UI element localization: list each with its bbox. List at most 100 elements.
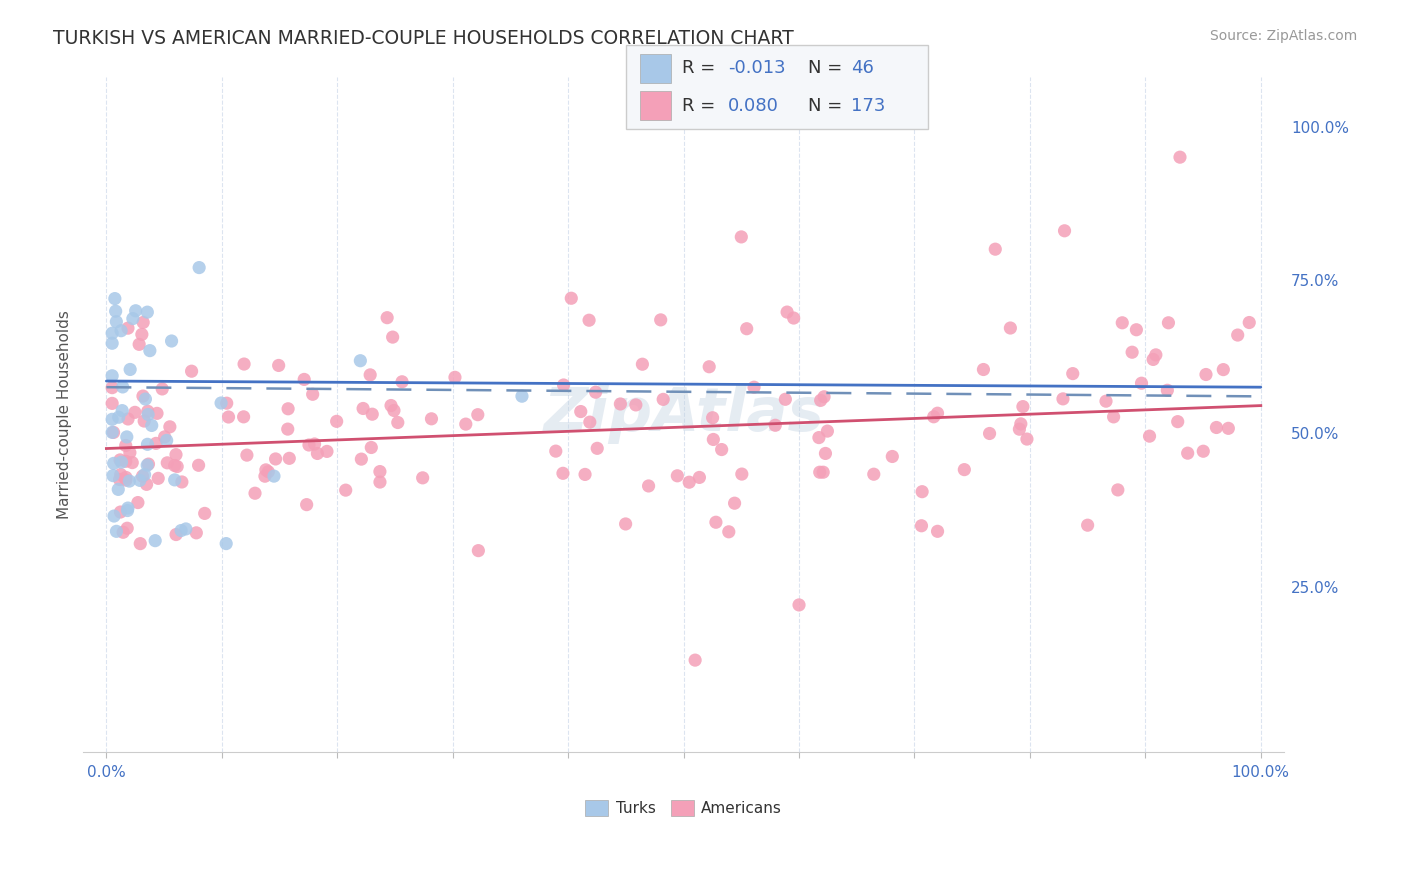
Text: R =: R = xyxy=(682,60,721,78)
Point xyxy=(257,465,280,479)
Text: N =: N = xyxy=(808,60,848,78)
Point xyxy=(298,438,321,452)
Point xyxy=(136,437,159,451)
Point xyxy=(391,375,413,389)
Point xyxy=(375,310,398,325)
Point xyxy=(420,412,443,426)
Point xyxy=(387,416,409,430)
Point xyxy=(159,419,181,434)
Legend: Turks, Americans: Turks, Americans xyxy=(579,794,789,822)
Point xyxy=(735,322,758,336)
Point xyxy=(678,475,700,490)
Point xyxy=(101,468,124,483)
Point xyxy=(232,409,254,424)
Point xyxy=(101,396,124,410)
Point xyxy=(114,438,136,452)
Point xyxy=(631,357,654,371)
Point xyxy=(782,311,804,326)
Point xyxy=(578,415,600,429)
Point xyxy=(683,653,706,667)
Point xyxy=(927,524,949,539)
Point xyxy=(110,455,132,469)
Point xyxy=(115,473,138,487)
Text: ZipAtlas: ZipAtlas xyxy=(543,385,824,444)
Point xyxy=(107,483,129,497)
Point xyxy=(609,397,631,411)
Point xyxy=(637,479,659,493)
Point xyxy=(666,468,689,483)
Point xyxy=(188,260,211,275)
Point xyxy=(1167,415,1189,429)
Point xyxy=(114,454,136,468)
Point xyxy=(1142,352,1164,367)
Point xyxy=(111,403,134,417)
Point xyxy=(624,398,647,412)
Point xyxy=(115,470,138,484)
Point xyxy=(814,446,837,460)
Point xyxy=(101,381,124,395)
Point xyxy=(1156,384,1178,398)
Point xyxy=(444,370,467,384)
Text: R =: R = xyxy=(682,96,721,114)
Point xyxy=(1102,409,1125,424)
Text: N =: N = xyxy=(808,96,848,114)
Point xyxy=(1212,362,1234,376)
Point xyxy=(156,456,179,470)
Point xyxy=(218,409,240,424)
Point xyxy=(585,385,607,400)
Point xyxy=(131,327,153,342)
Point xyxy=(117,503,139,517)
Point xyxy=(742,380,765,394)
Point xyxy=(704,515,727,529)
Point xyxy=(702,433,724,447)
Point xyxy=(551,467,574,481)
Point xyxy=(763,418,786,433)
Point xyxy=(731,467,754,481)
Point xyxy=(1111,316,1133,330)
Point xyxy=(243,486,266,500)
Point xyxy=(1012,400,1035,414)
Point xyxy=(652,392,675,407)
Point xyxy=(723,496,745,510)
Point xyxy=(170,475,193,489)
Point xyxy=(267,359,290,373)
Point xyxy=(101,368,124,383)
Point xyxy=(717,524,740,539)
Point xyxy=(148,471,170,485)
Point xyxy=(103,509,125,524)
Point xyxy=(1125,323,1147,337)
Text: 173: 173 xyxy=(851,96,884,114)
Point xyxy=(233,357,256,371)
Point xyxy=(170,524,193,538)
Point xyxy=(574,467,596,482)
Point xyxy=(128,337,150,351)
Point xyxy=(412,471,434,485)
Point xyxy=(1121,345,1143,359)
Point xyxy=(132,389,155,403)
Point xyxy=(368,465,391,479)
Point xyxy=(110,467,132,482)
Point xyxy=(1095,394,1118,409)
Point xyxy=(787,598,810,612)
Point xyxy=(131,469,153,483)
Point xyxy=(121,456,143,470)
Point xyxy=(382,403,405,417)
Point xyxy=(553,378,575,392)
Point xyxy=(710,442,733,457)
Point xyxy=(578,313,600,327)
Point xyxy=(135,477,157,491)
Point xyxy=(810,393,832,408)
Point xyxy=(361,407,384,421)
Point xyxy=(277,401,299,416)
Point xyxy=(146,406,169,420)
Point xyxy=(118,445,141,459)
Point xyxy=(1130,376,1153,391)
Point xyxy=(316,444,339,458)
Point xyxy=(163,458,186,473)
Point xyxy=(156,434,179,448)
Y-axis label: Married-couple Households: Married-couple Households xyxy=(58,310,72,519)
Point xyxy=(103,425,125,440)
Point xyxy=(702,410,724,425)
Point xyxy=(253,469,276,483)
Point xyxy=(160,334,183,348)
